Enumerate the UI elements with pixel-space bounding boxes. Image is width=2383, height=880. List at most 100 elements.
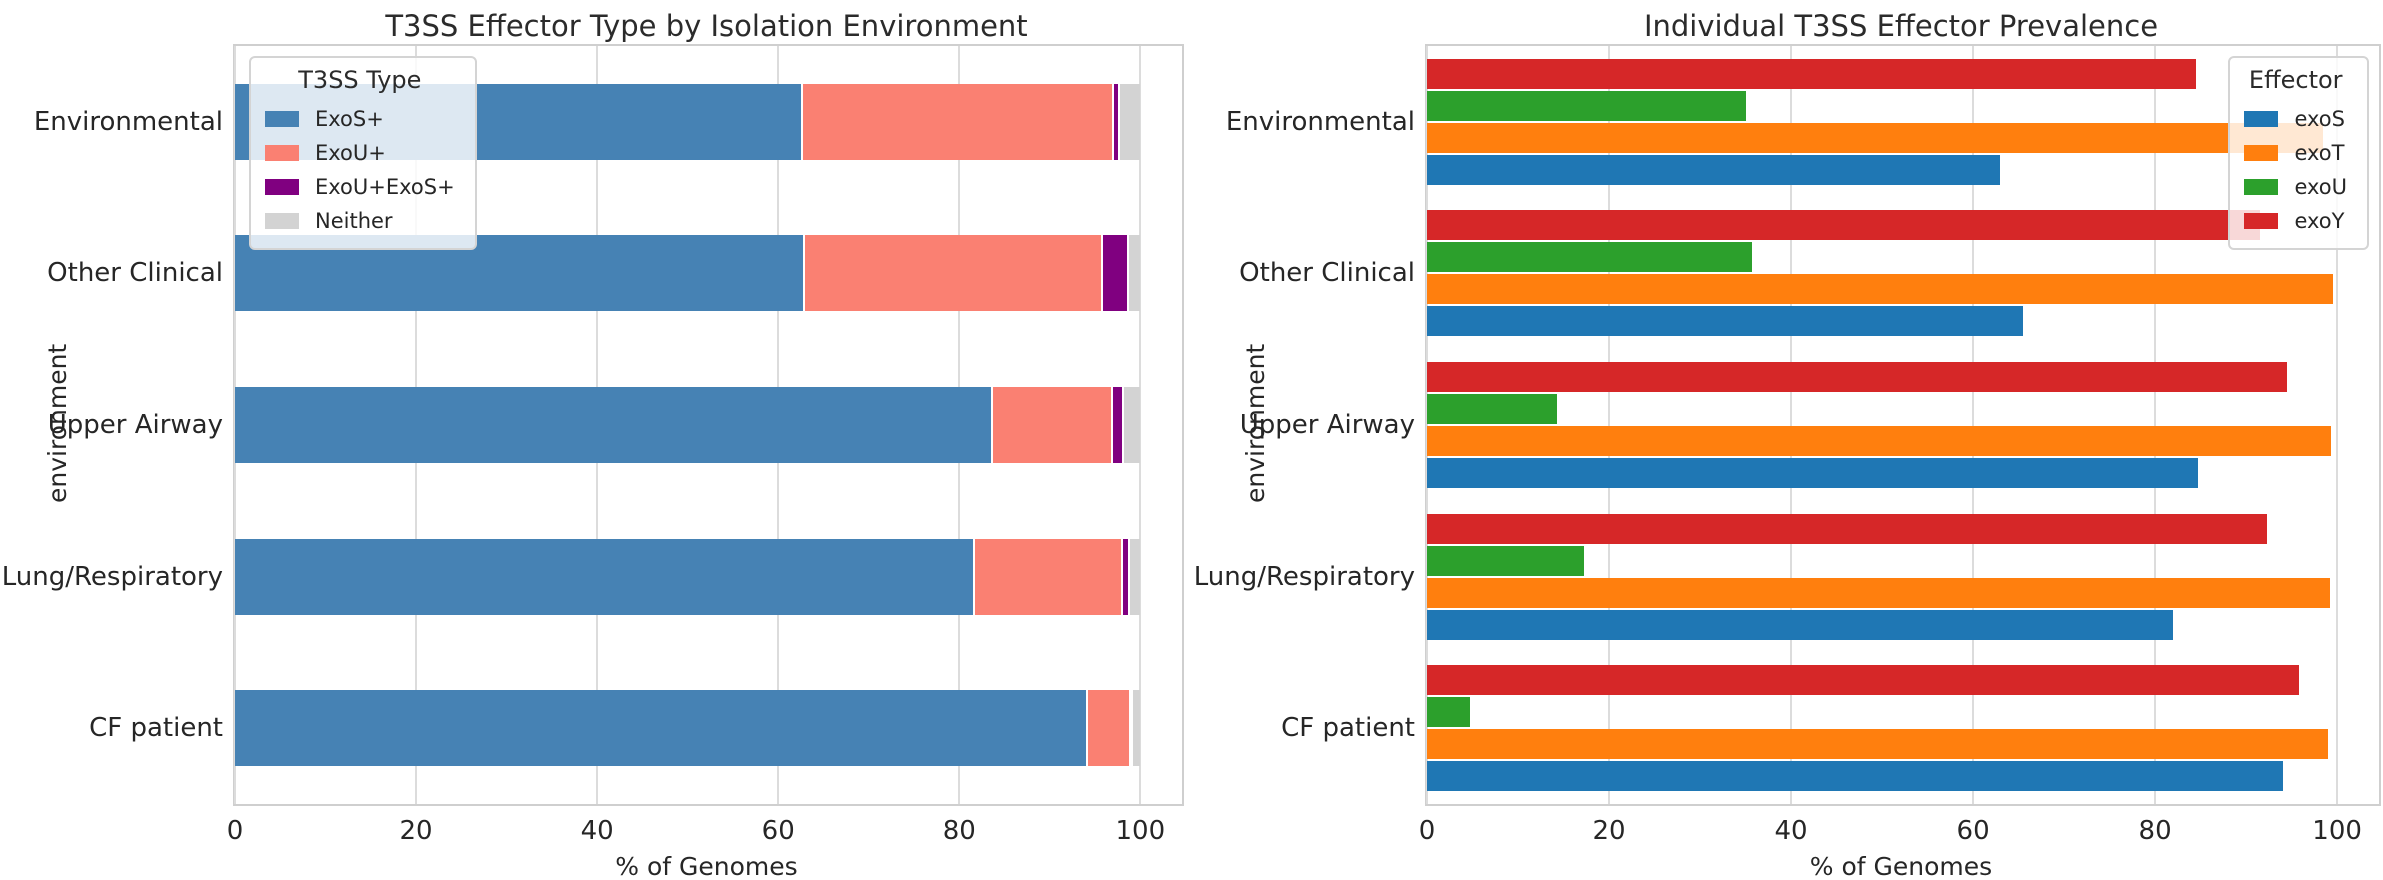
grouped-chart-title: Individual T3SS Effector Prevalence	[1643, 9, 2159, 43]
y-tick-label: Lung/Respiratory	[1, 561, 223, 592]
legend-item-neither: Neither	[265, 204, 455, 238]
y-tick-label: Upper Airway	[1239, 410, 1415, 440]
bar-exos	[1427, 609, 2174, 640]
legend-swatch	[265, 179, 299, 195]
legend-item-exou: ExoU+	[265, 136, 455, 170]
legend-swatch	[265, 213, 299, 229]
bar-exou	[1427, 697, 1470, 728]
x-tick-label: 60	[761, 816, 795, 846]
bar-segment-neither	[1127, 538, 1141, 615]
x-tick-label: 80	[942, 816, 976, 846]
legend-item-exot: exoT	[2244, 136, 2347, 170]
y-tick-label: Other Clinical	[47, 258, 223, 289]
x-tick-label: 60	[1956, 816, 1990, 846]
bar-exos	[1427, 306, 2024, 337]
bar-exot	[1427, 426, 2331, 456]
bar-exot	[1427, 577, 2330, 608]
y-tick-label: Environmental	[1225, 106, 1415, 137]
stacked-chart-title: T3SS Effector Type by Isolation Environm…	[385, 9, 1028, 43]
legend-label: ExoU+	[315, 141, 386, 165]
legend-swatch	[265, 145, 299, 161]
gridline	[2336, 46, 2339, 804]
bar-segment-exos	[235, 538, 973, 615]
legend-swatch	[2244, 145, 2279, 161]
legend-label: ExoS+	[315, 107, 384, 131]
bar-exoy	[1427, 513, 2268, 544]
x-tick-label: 40	[580, 816, 614, 846]
bar-segment-exou-exos	[1101, 235, 1127, 312]
y-tick-label: Environmental	[33, 106, 223, 137]
bar-segment-exos	[235, 387, 991, 463]
x-tick-label: 20	[1592, 816, 1626, 846]
stacked-bar	[235, 538, 1141, 615]
bar-segment-exou	[802, 235, 1102, 312]
legend-label: exoU	[2294, 175, 2347, 199]
gridline	[1426, 46, 1428, 804]
bar-exoy	[1427, 210, 2260, 241]
x-axis-label: % of Genomes	[615, 852, 798, 880]
x-tick-label: 40	[1774, 816, 1808, 846]
bar-segment-exos	[235, 690, 1087, 767]
legend-title: Effector	[2248, 66, 2343, 94]
bar-exoy	[1427, 665, 2299, 696]
bar-exou	[1427, 90, 1746, 121]
gridline	[1972, 46, 1975, 804]
legend-label: ExoU+ExoS+	[315, 175, 455, 199]
bar-exou	[1427, 545, 1584, 576]
legend: T3SS Type ExoS+ ExoU+ ExoU+ExoS+ Neither	[249, 56, 477, 250]
x-axis-label: % of Genomes	[1809, 852, 1993, 880]
bar-segment-exou-exos	[1128, 690, 1132, 767]
bar-segment-neither	[1126, 235, 1141, 312]
y-tick-label: Lung/Respiratory	[1193, 561, 1415, 592]
x-tick-label: 100	[2312, 816, 2362, 846]
x-tick-label: 0	[226, 816, 244, 846]
y-tick-label: Other Clinical	[1239, 258, 1415, 289]
bar-segment-neither	[1117, 83, 1141, 160]
bar-segment-exou	[972, 538, 1122, 615]
bar-exos	[1427, 458, 2198, 488]
legend-item-exou-exos: ExoU+ExoS+	[265, 170, 455, 204]
stacked-bar	[235, 690, 1141, 767]
bar-segment-exou-exos	[1121, 538, 1128, 615]
bar-exot	[1427, 122, 2324, 153]
bar-segment-exou	[800, 83, 1113, 160]
gridline	[1608, 46, 1611, 804]
plot-area: 0 20 40 60 80 100 Environmental Other Clinical U…	[1194, 44, 2381, 846]
legend-label: exoY	[2294, 209, 2345, 233]
y-tick-label: CF patient	[1281, 713, 1415, 744]
legend-swatch	[2244, 213, 2279, 229]
bar-exou	[1427, 394, 1558, 424]
legend-label: exoT	[2294, 141, 2345, 165]
bar-segment-exou	[1086, 690, 1129, 767]
bar-exot	[1427, 729, 2329, 760]
legend-label: exoS	[2294, 107, 2345, 131]
legend-label: Neither	[315, 209, 393, 233]
bar-segment-exou	[990, 387, 1112, 463]
legend-item-exoy: exoY	[2244, 204, 2347, 238]
x-tick-label: 20	[399, 816, 433, 846]
gridline	[1790, 46, 1793, 804]
bar-segment-neither	[1122, 387, 1141, 463]
y-tick-label: Upper Airway	[47, 410, 223, 440]
y-tick-label: CF patient	[89, 713, 223, 744]
bar-exoy	[1427, 362, 2288, 392]
legend-item-exos: ExoS+	[265, 102, 455, 136]
legend-title: T3SS Type	[298, 66, 422, 94]
bar-segment-neither	[1131, 690, 1141, 767]
legend-item-exou: exoU	[2244, 170, 2347, 204]
x-tick-label: 100	[1115, 816, 1166, 846]
legend-swatch	[265, 111, 299, 127]
bar-segment-exou-exos	[1112, 83, 1118, 160]
x-tick-label: 80	[2138, 816, 2172, 846]
bar-exos	[1427, 154, 2001, 185]
bar-exot	[1427, 274, 2333, 305]
legend: Effector exoS exoT exoU exoY	[2228, 56, 2369, 250]
x-tick-label: 0	[1418, 816, 1436, 846]
gridline	[2154, 46, 2157, 804]
legend-item-exos: exoS	[2244, 102, 2347, 136]
plot-area: 0 20 40 60 80 100 Environmental Other Clinical U…	[2, 44, 1184, 846]
bar-exou	[1427, 242, 1752, 273]
legend-swatch	[2244, 179, 2279, 195]
